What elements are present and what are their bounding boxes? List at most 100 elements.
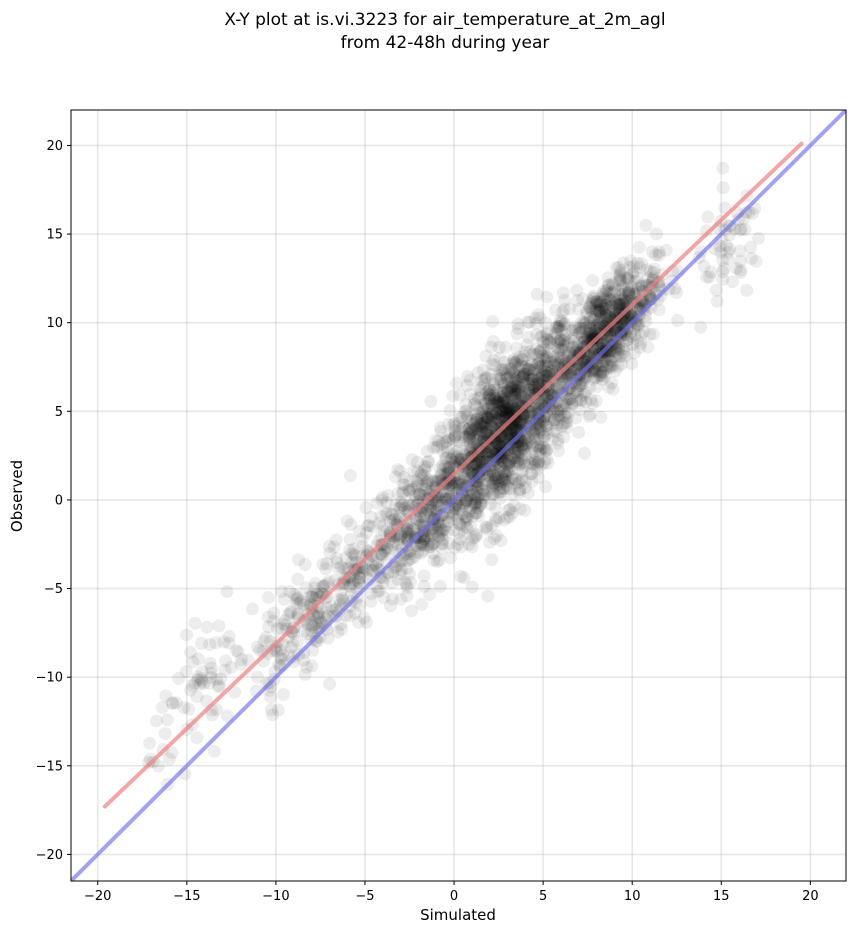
scatter-point xyxy=(494,372,508,386)
scatter-point xyxy=(490,467,504,481)
scatter-point xyxy=(641,271,655,285)
scatter-point xyxy=(522,383,536,397)
scatter-point xyxy=(502,405,516,419)
scatter-point xyxy=(511,321,525,335)
scatter-point xyxy=(461,369,475,383)
scatter-point xyxy=(498,362,512,376)
scatter-point xyxy=(418,506,432,520)
scatter-point xyxy=(508,445,522,459)
scatter-point xyxy=(454,451,468,465)
scatter-point xyxy=(437,445,451,459)
scatter-point xyxy=(442,511,456,525)
scatter-point xyxy=(535,370,549,384)
scatter-point xyxy=(593,368,607,382)
scatter-point xyxy=(498,475,512,489)
scatter-point xyxy=(486,468,500,482)
scatter-point xyxy=(452,435,466,449)
scatter-point xyxy=(483,476,497,490)
scatter-point xyxy=(458,510,472,524)
scatter-point xyxy=(508,390,522,404)
scatter-point xyxy=(716,181,730,195)
scatter-point xyxy=(429,433,443,447)
scatter-point xyxy=(464,501,478,515)
scatter-point xyxy=(474,417,488,431)
scatter-point xyxy=(494,404,508,418)
scatter-point xyxy=(493,485,507,499)
scatter-point xyxy=(509,355,523,369)
scatter-point xyxy=(589,394,603,408)
scatter-point xyxy=(491,398,505,412)
scatter-point xyxy=(539,480,553,494)
scatter-point xyxy=(531,455,545,469)
scatter-point xyxy=(608,311,622,325)
scatter-point xyxy=(507,451,521,465)
scatter-point xyxy=(468,458,482,472)
scatter-point xyxy=(485,407,499,421)
scatter-point xyxy=(465,540,479,554)
scatter-point xyxy=(539,316,553,330)
scatter-point xyxy=(531,471,545,485)
scatter-point xyxy=(534,364,548,378)
scatter-point xyxy=(520,338,534,352)
scatter-point xyxy=(266,708,280,722)
scatter-point xyxy=(508,395,522,409)
scatter-point xyxy=(283,606,297,620)
scatter-point xyxy=(558,316,572,330)
scatter-point xyxy=(621,317,635,331)
scatter-point xyxy=(484,406,498,420)
scatter-point xyxy=(475,420,489,434)
scatter-point xyxy=(450,376,464,390)
scatter-point xyxy=(564,323,578,337)
scatter-point xyxy=(457,527,471,541)
scatter-point xyxy=(491,395,505,409)
scatter-point xyxy=(480,418,494,432)
scatter-point xyxy=(323,677,337,691)
scatter-point xyxy=(434,469,448,483)
scatter-point xyxy=(546,331,560,345)
scatter-point xyxy=(377,518,391,532)
scatter-point xyxy=(456,420,470,434)
scatter-point xyxy=(475,417,489,431)
scatter-point xyxy=(485,478,499,492)
scatter-point xyxy=(501,457,515,471)
scatter-point xyxy=(454,569,468,583)
scatter-point xyxy=(565,392,579,406)
scatter-point xyxy=(441,430,455,444)
scatter-point xyxy=(501,384,515,398)
scatter-point xyxy=(551,444,565,458)
scatter-point xyxy=(307,620,321,634)
scatter-point xyxy=(465,485,479,499)
scatter-point xyxy=(550,417,564,431)
scatter-point xyxy=(500,371,514,385)
scatter-point xyxy=(516,442,530,456)
scatter-point xyxy=(448,429,462,443)
scatter-point xyxy=(574,378,588,392)
scatter-point xyxy=(623,260,637,274)
scatter-point xyxy=(509,445,523,459)
scatter-point xyxy=(577,388,591,402)
scatter-point xyxy=(562,392,576,406)
scatter-point xyxy=(493,491,507,505)
scatter-point xyxy=(435,437,449,451)
scatter-point xyxy=(522,362,536,376)
scatter-point xyxy=(475,421,489,435)
scatter-point xyxy=(577,353,591,367)
scatter-point xyxy=(560,411,574,425)
scatter-point xyxy=(521,431,535,445)
scatter-point xyxy=(464,492,478,506)
scatter-point xyxy=(503,368,517,382)
scatter-point xyxy=(515,353,529,367)
scatter-point xyxy=(497,398,511,412)
scatter-point xyxy=(616,256,630,270)
scatter-point xyxy=(716,161,730,175)
scatter-point xyxy=(629,274,643,288)
scatter-point xyxy=(501,401,515,415)
scatter-point xyxy=(275,585,289,599)
scatter-point xyxy=(539,443,553,457)
scatter-point xyxy=(478,415,492,429)
scatter-point xyxy=(518,411,532,425)
scatter-point xyxy=(477,373,491,387)
scatter-point xyxy=(615,297,629,311)
scatter-point xyxy=(477,416,491,430)
scatter-point xyxy=(505,380,519,394)
